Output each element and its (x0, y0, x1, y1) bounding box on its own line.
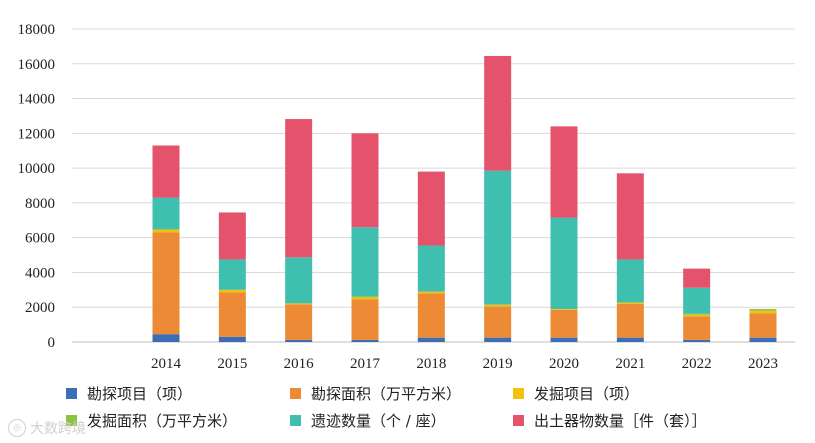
bar-segment (417, 171, 445, 246)
bar-segment (285, 257, 313, 304)
bar-segment (616, 173, 644, 260)
bar-segment (218, 289, 246, 293)
y-axis-ticks: 0 2000 4000 6000 8000 10000 12000 14000 16000 180… (18, 22, 56, 351)
legend-item: 遗迹数量（个 / 座） (290, 410, 446, 431)
bar-segment (550, 309, 578, 338)
bar-segment (484, 55, 512, 171)
x-tick-label: 2017 (350, 356, 381, 372)
legend-label: 勘探面积（万平方米） (311, 385, 462, 403)
bar-segment (484, 306, 512, 338)
bar-segment (351, 296, 379, 300)
bar-segment (749, 337, 777, 342)
bar-segment (218, 292, 246, 337)
x-tick-label: 2015 (217, 356, 247, 372)
y-tick-label: 14000 (18, 92, 56, 108)
bar-segment (285, 339, 313, 342)
bar-segment (683, 313, 711, 315)
legend-item: 发掘项目（项） (513, 383, 639, 404)
bar-segment (152, 228, 180, 230)
bar-segment (218, 336, 246, 342)
bar-segment (749, 310, 777, 314)
bar-segment (417, 337, 445, 342)
legend-label: 发掘项目（项） (534, 385, 640, 403)
legend: 勘探项目（项） 勘探面积（万平方米） 发掘项目（项） 发掘面积（万平方米） 遗迹… (0, 372, 815, 443)
legend-item: 勘探面积（万平方米） (290, 383, 461, 404)
legend-item: 勘探项目（项） (66, 383, 192, 404)
legend-label: 遗迹数量（个 / 座） (311, 412, 446, 430)
bar-segment (417, 293, 445, 338)
bar-segment (351, 339, 379, 342)
y-tick-label: 10000 (18, 161, 56, 177)
bar-segment (285, 119, 313, 258)
bar-segment (683, 314, 711, 317)
legend-swatch (513, 388, 524, 399)
bar-segment (550, 126, 578, 218)
bar-segment (152, 334, 180, 342)
legend-label: 出土器物数量［件（套）］ (534, 412, 707, 430)
bar-segment (351, 133, 379, 228)
x-tick-label: 2020 (549, 356, 579, 372)
y-tick-label: 12000 (18, 126, 56, 142)
legend-swatch (290, 415, 301, 426)
watermark-logo-icon: ◎ (8, 419, 26, 437)
bar-segment (218, 259, 246, 290)
bar-segment (749, 313, 777, 338)
bar-segment (351, 227, 379, 297)
y-tick-label: 4000 (25, 265, 55, 281)
bar-segment (152, 145, 180, 198)
bar-segment (550, 217, 578, 309)
y-tick-label: 8000 (25, 196, 55, 212)
bar-segment (683, 316, 711, 340)
bar-segment (417, 291, 445, 294)
bar-segment (616, 303, 644, 338)
bar-segment (683, 339, 711, 342)
legend-item: 发掘面积（万平方米） (66, 410, 237, 431)
x-axis-ticks: 2014 2015 2016 2017 2018 2019 2020 2021 2022 2023 (151, 356, 778, 372)
x-tick-label: 2016 (284, 356, 315, 372)
x-tick-label: 2018 (416, 356, 446, 372)
bar-segment (152, 197, 180, 229)
legend-swatch (513, 415, 524, 426)
y-tick-label: 6000 (25, 231, 55, 247)
bar-segment (152, 229, 180, 233)
bar-segment (484, 337, 512, 342)
legend-swatch (66, 415, 77, 426)
x-tick-label: 2019 (483, 356, 513, 372)
bar-segment (152, 232, 180, 335)
x-tick-label: 2023 (748, 356, 778, 372)
legend-swatch (290, 388, 301, 399)
legend-label: 发掘面积（万平方米） (87, 412, 238, 430)
legend-item: 出土器物数量［件（套）］ (513, 410, 707, 431)
bar-segment (550, 337, 578, 342)
legend-swatch (66, 388, 77, 399)
bar-segment (484, 304, 512, 307)
bars (152, 55, 777, 342)
bar-segment (218, 212, 246, 260)
y-tick-label: 2000 (25, 300, 55, 316)
y-tick-label: 0 (48, 335, 56, 351)
bar-segment (616, 302, 644, 303)
bar-segment (749, 308, 777, 311)
bar-segment (683, 268, 711, 288)
watermark: ◎ 大数跨境 (8, 418, 86, 438)
y-tick-label: 18000 (18, 22, 56, 38)
bar-segment (484, 170, 512, 305)
bar-segment (351, 299, 379, 340)
bar-segment (417, 245, 445, 292)
y-tick-label: 16000 (18, 57, 56, 73)
bar-segment (616, 259, 644, 303)
x-tick-label: 2014 (151, 356, 182, 372)
legend-label: 勘探项目（项） (87, 385, 193, 403)
bar-segment (285, 303, 313, 305)
bar-segment (616, 302, 644, 304)
bar-segment (285, 304, 313, 340)
x-tick-label: 2022 (682, 356, 712, 372)
bar-segment (550, 308, 578, 310)
watermark-text: 大数跨境 (30, 421, 86, 437)
bar-segment (683, 287, 711, 314)
x-tick-label: 2021 (615, 356, 645, 372)
bar-segment (616, 337, 644, 342)
